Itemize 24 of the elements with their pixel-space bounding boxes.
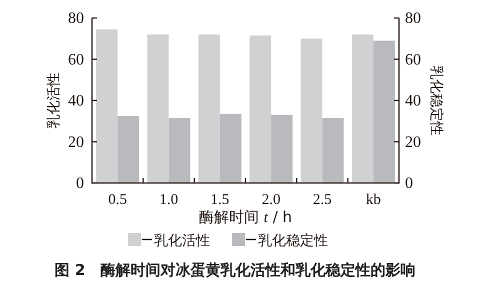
y-tick-label: 60: [68, 51, 84, 68]
y2-tick-label: 80: [405, 10, 421, 27]
legend-item: 乳化活性: [128, 233, 210, 249]
y-tick-label: 80: [68, 10, 84, 27]
legend-item: 乳化稳定性: [232, 233, 328, 249]
x-tick-label: 0.5: [108, 192, 127, 208]
y-axis-title: 乳化活性: [46, 72, 62, 128]
x-axis-title: 酶解时间 t / h: [198, 208, 292, 226]
legend-label: 乳化活性: [154, 233, 210, 249]
y-tick-label: 20: [68, 134, 84, 151]
y2-axis-title: 乳化稳定性: [428, 66, 444, 136]
y2-tick-label: 60: [405, 51, 421, 68]
y2-tick-label: 40: [405, 92, 421, 110]
legend-label: 乳化稳定性: [258, 233, 328, 249]
x-tick-label: 2.0: [262, 192, 280, 208]
x-tick-label: 1.5: [210, 192, 230, 208]
y-tick-label: 40: [68, 92, 84, 110]
text: 图 2 酶解时间对冰蛋黄乳化活性和乳化稳定性的影响: [54, 261, 416, 279]
x-tick-label: 1.0: [159, 192, 178, 208]
x-tick-label: kb: [366, 192, 381, 208]
y2-tick-label: 0: [405, 175, 413, 192]
y2-tick-label: 20: [405, 134, 421, 151]
x-tick-label: 2.5: [312, 192, 332, 208]
y-tick-label: 0: [76, 175, 84, 192]
